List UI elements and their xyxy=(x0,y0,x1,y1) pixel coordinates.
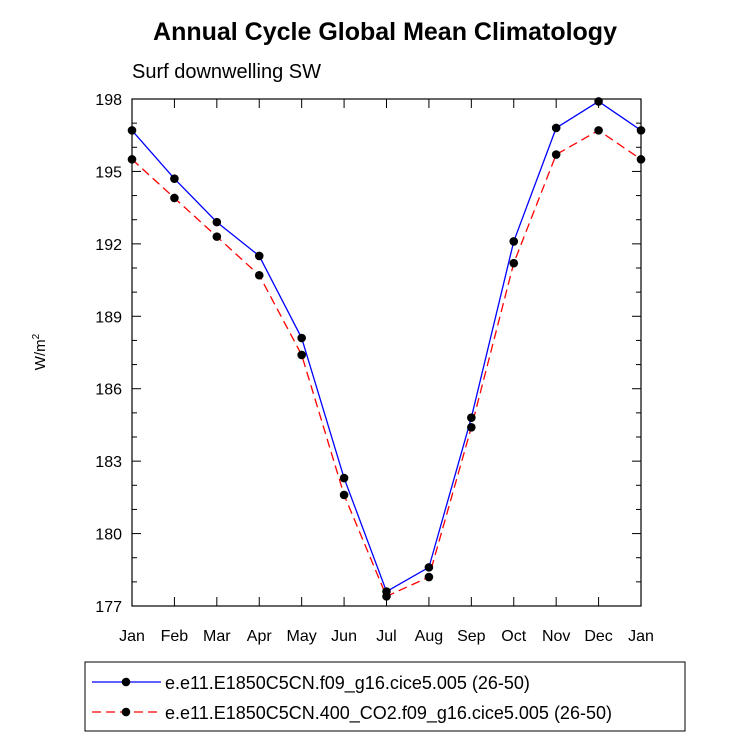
series-1-point xyxy=(339,473,349,483)
chart-title: Annual Cycle Global Mean Climatology xyxy=(153,18,617,46)
series-1-point xyxy=(212,217,222,227)
legend-label-1: e.e11.E1850C5CN.f09_g16.cice5.005 (26-50… xyxy=(165,673,530,694)
chart-subtitle: Surf downwelling SW xyxy=(132,61,321,83)
series-1-point xyxy=(254,251,264,261)
svg-text:W/m2: W/m2 xyxy=(31,333,49,370)
series-2-point xyxy=(170,193,179,203)
series-line-1 xyxy=(131,100,642,593)
y-tick-label: 189 xyxy=(95,309,122,326)
y-tick-label: 177 xyxy=(95,599,122,616)
y-tick-label: 192 xyxy=(95,237,122,254)
legend-marker-2 xyxy=(121,707,131,717)
axis-ticks xyxy=(131,98,642,607)
series-1-point xyxy=(424,563,434,572)
series-2-point xyxy=(212,232,222,241)
y-axis-label: W/m2 xyxy=(31,333,49,370)
y-axis-label-text: W/m xyxy=(32,339,49,370)
y-tick-label: 198 xyxy=(95,92,122,109)
series-2-point xyxy=(297,350,306,360)
plot-frame xyxy=(131,98,642,607)
legend-marker-1 xyxy=(121,677,131,687)
x-tick-labels: Jan Feb Mar Apr May Jun Jul Aug Sep Oct Nov Dec Jan xyxy=(119,628,654,645)
series-1-point xyxy=(170,174,179,183)
series-1-point xyxy=(509,237,519,246)
y-tick-labels: 177 180 183 186 189 192 195 198 xyxy=(95,92,122,616)
x-tick-label: Jan xyxy=(119,628,145,645)
legend: e.e11.E1850C5CN.f09_g16.cice5.005 (26-50… xyxy=(84,661,686,732)
x-tick-label: Mar xyxy=(203,628,231,645)
series-2-point xyxy=(382,592,391,601)
series-2-point xyxy=(551,150,561,159)
series-2-point xyxy=(594,126,603,135)
series-2-point xyxy=(339,490,349,500)
x-tick-label: Jun xyxy=(331,628,357,645)
x-tick-label: Sep xyxy=(457,628,486,645)
series-2-point xyxy=(424,572,434,582)
y-tick-label: 195 xyxy=(95,164,122,181)
y-tick-label: 180 xyxy=(95,527,122,544)
y-tick-label: 183 xyxy=(95,454,122,471)
x-tick-label: Nov xyxy=(542,628,570,645)
x-tick-label: Jan xyxy=(628,628,654,645)
x-tick-label: Oct xyxy=(501,628,526,645)
x-tick-label: Apr xyxy=(247,628,273,645)
series-2-point xyxy=(254,270,264,280)
series-1-point xyxy=(551,123,561,133)
x-tick-label: Feb xyxy=(161,628,189,645)
y-tick-label: 186 xyxy=(95,382,122,399)
y-axis-label-sup: 2 xyxy=(31,333,42,339)
x-tick-label: Dec xyxy=(584,628,612,645)
series-1-point xyxy=(297,333,306,343)
x-tick-label: May xyxy=(287,628,317,645)
legend-box xyxy=(84,661,686,732)
series-2-point xyxy=(467,423,476,432)
plot-series xyxy=(127,97,646,601)
series-1-point xyxy=(467,413,476,422)
x-tick-label: Aug xyxy=(415,628,443,645)
legend-label-2: e.e11.E1850C5CN.400_CO2.f09_g16.cice5.00… xyxy=(165,703,612,724)
series-2-point xyxy=(509,258,519,268)
series-line-2 xyxy=(131,129,642,598)
x-tick-label: Jul xyxy=(376,628,396,645)
